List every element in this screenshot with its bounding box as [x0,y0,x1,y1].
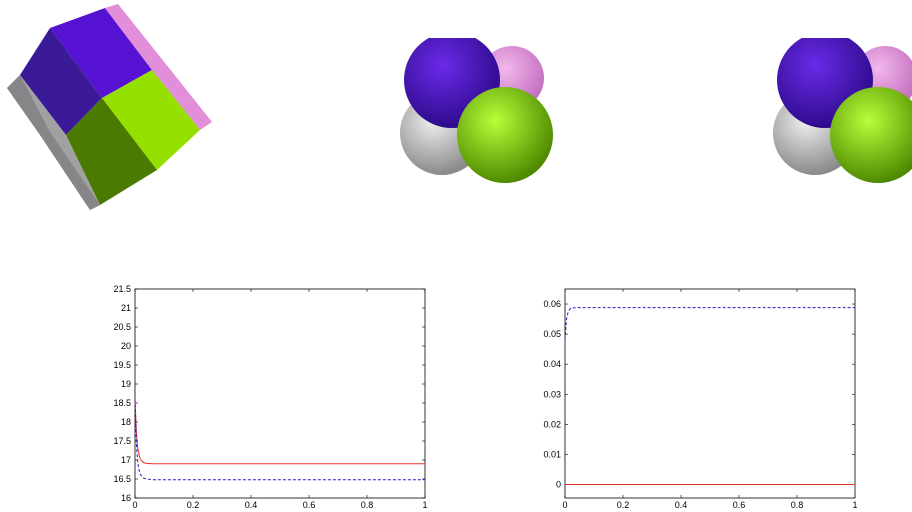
y-tick-label: 0.05 [543,329,561,339]
cube-top-dark-face [20,28,102,135]
y-tick-label: 16 [121,493,131,503]
x-tick-label: 0 [562,500,567,510]
plot-frame [564,288,856,499]
sphere-green [457,87,553,183]
y-tick-label: 20.5 [113,322,131,332]
series-line-1 [134,399,425,465]
x-tick-label: 0.4 [675,500,688,510]
y-tick-label: 19 [121,379,131,389]
line-chart-1: 0 0.2 0.4 0.6 0.8 1 16 16.5 17 17.5 18 18.5 19 19.5 20… [113,284,427,510]
y-tick-label: 16.5 [113,474,131,484]
sphere-green [830,87,912,183]
y-tick-label: 17.5 [113,436,131,446]
x-tick-label: 0.2 [617,500,630,510]
y-tick-label: 21.5 [113,284,131,294]
y-tick-label: 18.5 [113,398,131,408]
x-tick-label: 0.4 [245,500,258,510]
sphere-cluster-render [773,38,912,183]
x-tick-label: 0.8 [361,500,374,510]
series-line-2 [134,399,425,481]
y-tick-label: 0.04 [543,359,561,369]
y-tick-label: 19.5 [113,360,131,370]
cube-dark-green-face [66,98,157,205]
x-tick-label: 0.6 [303,500,316,510]
y-tick-label: 17 [121,455,131,465]
cube-render [7,4,212,210]
cube-top-blue-face [50,8,152,98]
x-tick-label: 0.8 [791,500,804,510]
y-tick-label: 20 [121,341,131,351]
cube-grey-bottom-face [7,75,100,210]
x-tick-label: 1 [422,500,427,510]
sphere-cluster-render [400,38,553,183]
y-tick-label: 18 [121,417,131,427]
y-tick-label: 0.01 [543,449,561,459]
y-tick-label: 0.03 [543,389,561,399]
cube-green-face [102,70,200,170]
cube-right-pink-face [105,4,212,130]
plot-frame [134,288,426,499]
line-chart-2: 0 0.2 0.4 0.6 0.8 1 0 0.01 0.02 0.03 0.04 0.05 0.06 [543,288,858,510]
y-tick-label: 0.06 [543,299,561,309]
x-tick-label: 0.2 [187,500,200,510]
x-tick-label: 1 [852,500,857,510]
y-tick-label: 21 [121,303,131,313]
series-line-2 [564,307,855,341]
y-tick-label: 0 [556,479,561,489]
x-tick-label: 0.6 [733,500,746,510]
x-tick-label: 0 [132,500,137,510]
y-tick-label: 0.02 [543,419,561,429]
